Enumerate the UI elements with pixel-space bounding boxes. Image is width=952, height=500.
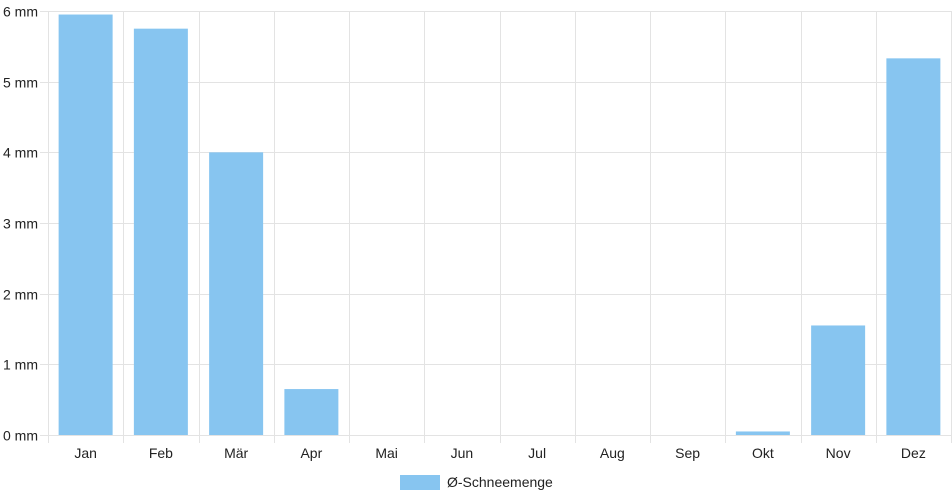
bars-group xyxy=(58,14,941,436)
y-tick-label: 4 mm xyxy=(3,145,38,161)
y-tick-label: 0 mm xyxy=(3,428,38,444)
x-tick-label: Nov xyxy=(826,445,851,461)
x-axis: Jan Feb Mär Apr Mai Jun Jul Aug Sep Okt Nov Dez xyxy=(74,445,925,461)
x-tick-label: Jun xyxy=(451,445,474,461)
legend-swatch[interactable] xyxy=(400,475,440,490)
x-tick-label: Dez xyxy=(901,445,926,461)
bar[interactable] xyxy=(209,152,264,436)
bar[interactable] xyxy=(811,325,866,435)
x-tick-label: Mai xyxy=(375,445,398,461)
x-tick-label: Mär xyxy=(224,445,248,461)
grid-lines xyxy=(40,11,952,443)
x-tick-label: Jul xyxy=(528,445,546,461)
bar[interactable] xyxy=(58,14,113,436)
x-tick-label: Aug xyxy=(600,445,625,461)
bar[interactable] xyxy=(284,389,339,435)
bar[interactable] xyxy=(133,28,188,436)
y-tick-label: 2 mm xyxy=(3,287,38,303)
legend[interactable]: Ø-Schneemenge xyxy=(400,474,553,490)
y-tick-label: 6 mm xyxy=(3,4,38,20)
x-tick-label: Jan xyxy=(74,445,97,461)
bar[interactable] xyxy=(886,58,941,435)
bar[interactable] xyxy=(735,431,790,435)
legend-label[interactable]: Ø-Schneemenge xyxy=(447,474,553,490)
x-tick-label: Okt xyxy=(752,445,774,461)
y-tick-label: 5 mm xyxy=(3,75,38,91)
y-axis: 0 mm 1 mm 2 mm 3 mm 4 mm 5 mm 6 mm xyxy=(3,4,38,444)
x-tick-label: Feb xyxy=(149,445,173,461)
x-tick-label: Apr xyxy=(300,445,322,461)
x-tick-label: Sep xyxy=(675,445,700,461)
y-tick-label: 3 mm xyxy=(3,216,38,232)
y-tick-label: 1 mm xyxy=(3,357,38,373)
